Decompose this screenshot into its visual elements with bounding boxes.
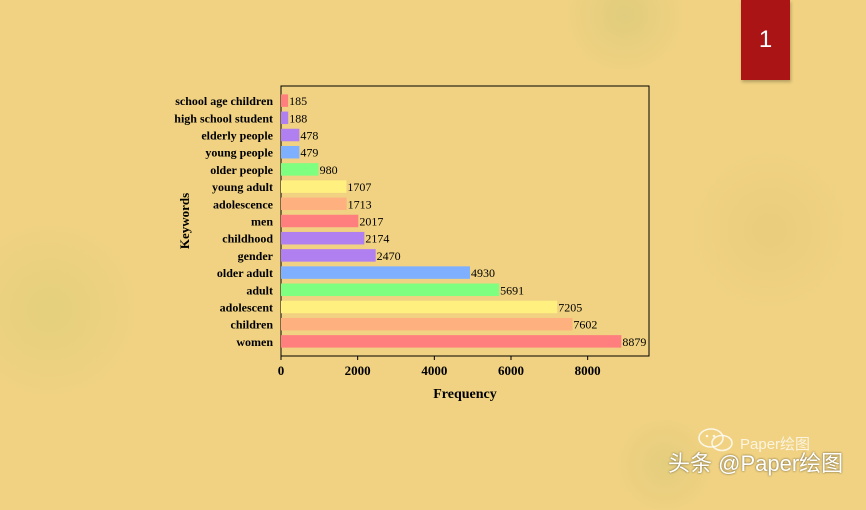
bar-women	[281, 335, 622, 348]
bar-men	[281, 214, 359, 228]
data-label: 7205	[558, 300, 582, 314]
category-label: adolescent	[220, 300, 273, 314]
data-label: 2470	[377, 249, 401, 263]
bar-elderly-people	[281, 128, 300, 142]
wechat-icon	[698, 428, 733, 452]
category-label: young people	[205, 146, 273, 160]
category-label: school age children	[175, 94, 273, 108]
data-label: 4930	[471, 266, 495, 280]
bar-children	[281, 317, 573, 331]
category-label: women	[236, 335, 273, 349]
data-label: 980	[320, 163, 338, 177]
data-label: 7602	[573, 318, 597, 332]
bar-young-people	[281, 145, 300, 159]
category-label: older adult	[217, 266, 273, 280]
x-tick-label: 2000	[345, 363, 371, 378]
category-label: older people	[210, 163, 273, 177]
x-tick-label: 6000	[498, 363, 524, 378]
x-axis-label: Frequency	[433, 387, 497, 402]
bar-older-people	[281, 163, 319, 176]
data-label: 188	[289, 111, 307, 125]
data-label: 8879	[622, 335, 646, 349]
category-label: children	[231, 318, 274, 332]
y-axis-label: Keywords	[177, 193, 192, 249]
bar-adult	[281, 283, 500, 297]
data-label: 1713	[348, 197, 372, 211]
watermark-text: 头条 @Paper绘图	[668, 451, 844, 476]
data-label: 2017	[359, 215, 383, 229]
category-label: childhood	[222, 232, 273, 246]
bar-chart: 185 school age children 188 high school stu…	[174, 85, 650, 402]
category-label: adolescence	[213, 197, 274, 211]
data-label: 185	[289, 94, 307, 108]
data-label: 5691	[500, 283, 524, 297]
x-tick-label: 4000	[421, 363, 447, 378]
data-label: 479	[300, 146, 318, 160]
data-label: 1707	[347, 180, 371, 194]
page-number: 1	[758, 26, 773, 53]
data-label: 478	[300, 129, 318, 143]
category-label: men	[251, 215, 273, 229]
x-tick-label: 0	[278, 363, 285, 378]
bar-childhood	[281, 231, 365, 245]
data-label: 2174	[365, 232, 389, 246]
watermark-subtitle: Paper绘图	[740, 436, 811, 453]
bar-school-age-children	[281, 94, 289, 107]
bar-gender	[281, 249, 376, 262]
category-label: adult	[246, 283, 273, 297]
category-label: young adult	[212, 180, 273, 194]
category-label: high school student	[174, 111, 273, 125]
bar-adolescence	[281, 197, 347, 211]
bar-young-adult	[281, 180, 347, 193]
category-label: gender	[238, 249, 274, 263]
x-tick-label: 8000	[575, 363, 601, 378]
page-number-badge: 1	[741, 0, 790, 80]
bar-adolescent	[281, 300, 558, 314]
category-label: elderly people	[201, 129, 273, 143]
bar-high-school-student	[281, 111, 289, 125]
bar-older-adult	[281, 266, 470, 279]
